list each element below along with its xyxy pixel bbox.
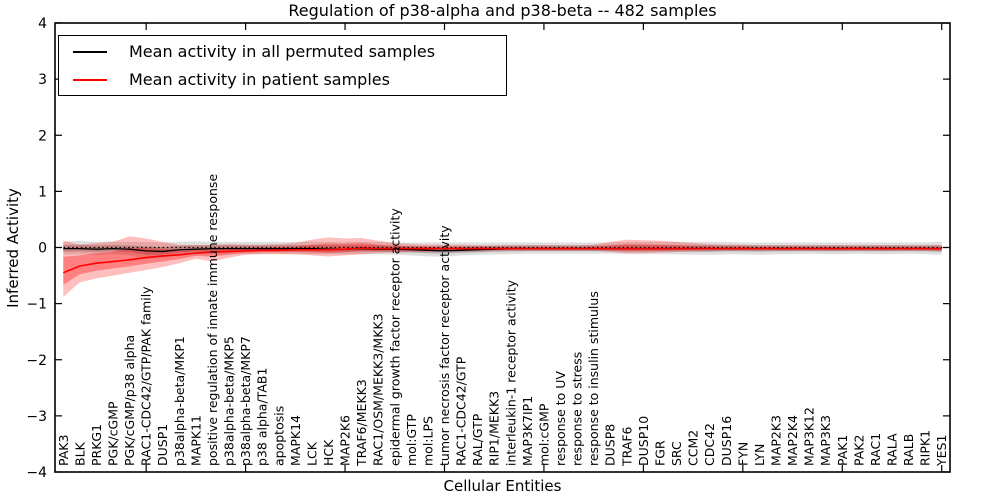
patient-band-outer	[63, 236, 942, 297]
patient-band-inner	[63, 243, 942, 285]
x-tick-label: PAK3	[56, 435, 71, 466]
x-tick-label: FYN	[735, 442, 750, 466]
y-tick-label: −1	[26, 297, 47, 313]
y-tick-label: −2	[26, 353, 47, 369]
x-tick-label: response to UV	[553, 371, 568, 466]
x-tick-label: RAC1-CDC42/GTP/PAK family	[139, 286, 154, 466]
x-tick-label: p38alpha-beta/MKP5	[222, 336, 237, 466]
x-tick-label: MAP3K12	[802, 407, 817, 466]
x-tick-label: mol:GTP	[404, 414, 419, 466]
x-tick-label: HCK	[321, 439, 336, 466]
x-axis-label: Cellular Entities	[443, 477, 562, 495]
x-tick-label: PGK/cGMP/p38 alpha	[122, 335, 137, 466]
x-tick-label: apoptosis	[271, 406, 286, 466]
x-tick-label: PRKG1	[89, 424, 104, 466]
x-tick-label: PAK1	[835, 435, 850, 466]
legend-label-patient: Mean activity in patient samples	[129, 70, 390, 89]
x-tick-label: MAP3K7IP1	[520, 396, 535, 466]
x-tick-label: mol:LPS	[420, 416, 435, 466]
x-tick-label: MAP2K4	[785, 415, 800, 466]
x-tick-label: CDC42	[702, 423, 717, 466]
x-tick-label: DUSP8	[603, 424, 618, 466]
x-tick-label: RIPK1	[918, 430, 933, 466]
x-tick-label: FGR	[652, 440, 667, 466]
y-tick-label: 3	[38, 72, 47, 88]
legend-line-permuted-icon	[73, 50, 107, 53]
x-tick-label: BLK	[72, 441, 87, 466]
permuted-band-outer	[63, 240, 942, 259]
x-tick-label: RAC1-CDC42/GTP	[454, 356, 469, 466]
legend-item-patient: Mean activity in patient samples	[73, 68, 506, 92]
legend-label-permuted: Mean activity in all permuted samples	[129, 42, 436, 61]
x-tick-label: TRAF6/MEKK3	[354, 379, 369, 467]
x-tick-label: YES1	[934, 435, 949, 467]
x-tick-label: DUSP16	[719, 416, 734, 466]
y-tick-label: −3	[26, 409, 47, 425]
x-tick-label: RAL/GTP	[470, 413, 485, 466]
y-tick-label: 4	[38, 16, 47, 32]
x-tick-label: interleukin-1 receptor activity	[503, 279, 518, 466]
y-axis-label: Inferred Activity	[4, 188, 22, 308]
x-tick-label: MAP2K6	[338, 415, 353, 466]
x-tick-label: RAC1	[868, 433, 883, 466]
x-tick-label: RALB	[901, 434, 916, 466]
x-tick-label: PAK2	[851, 435, 866, 466]
x-tick-label: mol:cGMP	[536, 403, 551, 466]
x-tick-label: response to stress	[570, 352, 585, 466]
x-tick-label: DUSP10	[636, 416, 651, 466]
x-tick-label: MAPK11	[188, 415, 203, 466]
x-tick-label: tumor necrosis factor receptor activity	[437, 225, 452, 466]
x-tick-label: positive regulation of innate immune res…	[205, 174, 220, 466]
legend: Mean activity in all permuted samples Me…	[58, 35, 507, 96]
x-tick-label: p38alpha-beta/MKP1	[172, 336, 187, 466]
x-tick-label: epidermal growth factor receptor activit…	[387, 208, 402, 466]
x-tick-label: RIP1/MEKK3	[487, 391, 502, 466]
x-tick-label: TRAF6	[619, 426, 634, 467]
x-tick-label: CCM2	[686, 430, 701, 466]
x-tick-label: MAPK14	[288, 415, 303, 466]
chart-title: Regulation of p38-alpha and p38-beta -- …	[288, 1, 717, 20]
legend-item-permuted: Mean activity in all permuted samples	[73, 40, 506, 64]
y-tick-label: −4	[26, 465, 47, 481]
x-tick-label: SRC	[669, 441, 684, 466]
x-tick-label: MAP3K3	[818, 415, 833, 466]
x-tick-label: RALA	[884, 433, 899, 466]
legend-line-patient-icon	[73, 78, 107, 81]
x-tick-label: response to insulin stimulus	[586, 291, 601, 466]
x-tick-label: DUSP1	[155, 424, 170, 466]
x-tick-label: LCK	[304, 441, 319, 466]
y-tick-label: 1	[38, 184, 47, 200]
y-tick-label: 0	[38, 241, 47, 257]
patient-mean-line	[62, 247, 942, 274]
x-tick-label: PGK/cGMP	[106, 401, 121, 466]
x-tick-label: RAC1/OSM/MEKK3/MKK3	[371, 313, 386, 466]
x-tick-label: MAP2K3	[768, 415, 783, 466]
x-tick-label: p38 alpha/TAB1	[255, 368, 270, 466]
x-tick-label: LYN	[752, 444, 767, 466]
x-tick-label: p38alpha-beta/MKP7	[238, 336, 253, 466]
y-tick-label: 2	[38, 128, 47, 144]
